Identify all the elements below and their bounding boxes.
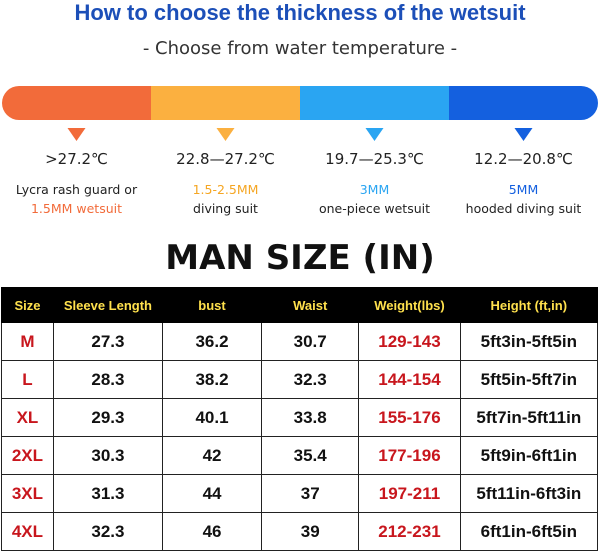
table-cell: 28.3 (52, 360, 163, 399)
table-cell: 177-196 (358, 436, 461, 475)
table-cell: 197-211 (358, 474, 461, 513)
table-cell: 3XL (1, 474, 54, 513)
table-cell: 5ft11in-6ft3in (459, 474, 599, 513)
table-cell: 36.2 (161, 322, 263, 361)
table-cell: 129-143 (358, 322, 461, 361)
band-temperature: >27.2℃ (45, 150, 108, 168)
band-info: 22.8—27.2℃ 1.5-2.5MM diving suit (151, 150, 301, 218)
table-cell: 30.3 (52, 436, 163, 475)
table-row: M 27.3 36.2 30.7 129-143 5ft3in-5ft5in (1, 322, 599, 361)
column-header: Height (ft,in) (459, 287, 599, 323)
table-cell: 44 (161, 474, 263, 513)
band-arrow (365, 128, 384, 141)
band-segment (151, 86, 301, 120)
table-cell: M (1, 322, 54, 361)
table-cell: 42 (161, 436, 263, 475)
temperature-bar (2, 86, 598, 141)
band-temperature: 22.8—27.2℃ (176, 150, 275, 168)
band-arrow (67, 128, 86, 141)
band-temperature: 12.2—20.8℃ (474, 150, 573, 168)
table-row: XL 29.3 40.1 33.8 155-176 5ft7in-5ft11in (1, 398, 599, 437)
subtitle: - Choose from water temperature - (142, 38, 458, 59)
table-cell: 32.3 (52, 512, 163, 551)
column-header: Sleeve Length (52, 287, 163, 323)
table-cell: 32.3 (261, 360, 360, 399)
band-text: 5MM (508, 182, 539, 197)
size-table: Size Sleeve Length bust Waist Weight(lbs) Hei… (1, 287, 599, 551)
column-header: Waist (261, 287, 360, 323)
table-cell: 155-176 (358, 398, 461, 437)
table-cell: 33.8 (261, 398, 360, 437)
band-text: 1.5MM wetsuit (30, 201, 123, 216)
table-cell: 46 (161, 512, 263, 551)
table-cell: 5ft3in-5ft5in (459, 322, 599, 361)
table-cell: XL (1, 398, 54, 437)
table-row: 3XL 31.3 44 37 197-211 5ft11in-6ft3in (1, 474, 599, 513)
band-arrow (514, 128, 533, 141)
table-row: L 28.3 38.2 32.3 144-154 5ft5in-5ft7in (1, 360, 599, 399)
table-cell: 5ft9in-6ft1in (459, 436, 599, 475)
table-cell: 31.3 (52, 474, 163, 513)
band-arrow (216, 128, 235, 141)
table-cell: 30.7 (261, 322, 360, 361)
table-title: MAN SIZE (IN) (165, 238, 435, 278)
band-text: hooded diving suit (465, 201, 582, 216)
column-header: Weight(lbs) (358, 287, 461, 323)
band-info: 12.2—20.8℃ 5MM hooded diving suit (449, 150, 599, 218)
table-cell: 29.3 (52, 398, 163, 437)
band-info: 19.7—25.3℃ 3MM one-piece wetsuit (300, 150, 450, 218)
table-cell: 40.1 (161, 398, 263, 437)
table-cell: 5ft7in-5ft11in (459, 398, 599, 437)
band-text: Lycra rash guard or (15, 182, 138, 197)
table-row: 2XL 30.3 42 35.4 177-196 5ft9in-6ft1in (1, 436, 599, 475)
band-text: 1.5-2.5MM (192, 182, 259, 197)
column-header: Size (1, 287, 54, 323)
band-segment (449, 86, 598, 120)
table-cell: 6ft1in-6ft5in (459, 512, 599, 551)
band-info: >27.2℃ Lycra rash guard or 1.5MM wetsuit (2, 150, 152, 218)
title: How to choose the thickness of the wetsu… (74, 0, 526, 25)
table-cell: 4XL (1, 512, 54, 551)
band-text: 3MM (359, 182, 390, 197)
header-row: Size Sleeve Length bust Waist Weight(lbs) Hei… (1, 287, 599, 323)
band-segment (300, 86, 450, 120)
table-cell: 35.4 (261, 436, 360, 475)
band-segment (2, 86, 152, 120)
column-header: bust (161, 287, 263, 323)
band-text: one-piece wetsuit (318, 201, 431, 216)
table-cell: 38.2 (161, 360, 263, 399)
table-cell: 37 (261, 474, 360, 513)
table-cell: 144-154 (358, 360, 461, 399)
table-cell: 2XL (1, 436, 54, 475)
temperature-guide: How to choose the thickness of the wetsu… (0, 0, 600, 240)
table-cell: L (1, 360, 54, 399)
band-text: diving suit (193, 201, 258, 216)
table-cell: 39 (261, 512, 360, 551)
table-row: 4XL 32.3 46 39 212-231 6ft1in-6ft5in (1, 512, 599, 551)
band-temperature: 19.7—25.3℃ (325, 150, 424, 168)
table-cell: 212-231 (358, 512, 461, 551)
table-cell: 5ft5in-5ft7in (459, 360, 599, 399)
table-cell: 27.3 (52, 322, 163, 361)
